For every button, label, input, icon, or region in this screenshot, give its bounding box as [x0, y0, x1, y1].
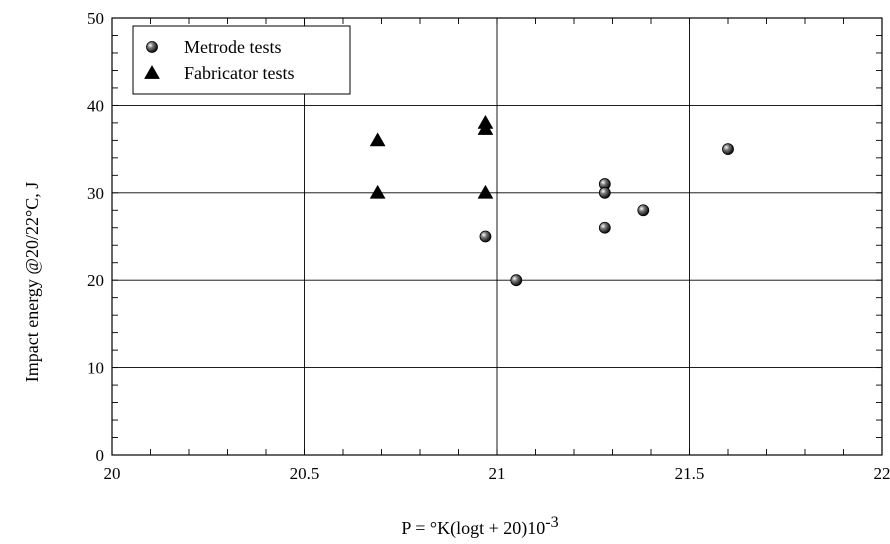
- legend-sphere: [146, 41, 158, 53]
- sphere-marker: [146, 41, 158, 53]
- x-tick-label: 21: [489, 464, 506, 483]
- legend-marker-fabricator-tests: [144, 64, 160, 79]
- metrode-test-point: [510, 274, 523, 287]
- y-tick-label: 20: [87, 271, 104, 290]
- x-axis-title-main: P = °K(logt + 20)10: [401, 518, 545, 539]
- sphere-marker: [510, 274, 523, 287]
- sphere-marker: [479, 230, 492, 243]
- y-tick-label: 40: [87, 96, 104, 115]
- x-tick-label: 21.5: [675, 464, 705, 483]
- fabricator-test-point: [477, 120, 494, 135]
- metrode-test-point: [479, 230, 492, 243]
- y-tick-label: 10: [87, 359, 104, 378]
- x-axis-title: P = °K(logt + 20)10-3: [401, 514, 558, 539]
- y-axis-title: Impact energy @20/22°C, J: [22, 182, 42, 382]
- legend-label-metrode-tests: Metrode tests: [184, 37, 281, 57]
- grid-lines: [112, 18, 882, 455]
- metrode-test-point: [598, 186, 611, 199]
- metrode-test-point: [598, 221, 611, 234]
- y-axis-tick-labels: 0 10 20 30 40 50: [87, 9, 104, 465]
- sphere-marker: [722, 143, 734, 156]
- sphere-marker: [598, 186, 611, 199]
- legend-box: [132, 25, 351, 95]
- x-tick-label: 22: [874, 464, 890, 483]
- y-tick-label: 0: [96, 446, 105, 465]
- y-tick-label: 50: [87, 9, 104, 28]
- fabricator-test-point: [369, 132, 386, 147]
- fabricator-test-point: [477, 184, 494, 199]
- x-tick-label: 20: [104, 464, 121, 483]
- y-tick-label: 30: [87, 184, 104, 203]
- legend-marker-metrode-tests: [146, 41, 158, 53]
- x-axis-title-exponent: -3: [545, 514, 558, 531]
- metrode-test-point: [637, 204, 650, 217]
- legend: Metrode tests Fabricator tests: [132, 25, 351, 95]
- metrode-test-point: [722, 143, 734, 156]
- x-tick-label: 20.5: [290, 464, 320, 483]
- legend-triangle: [144, 64, 160, 79]
- minor-ticks: [112, 18, 882, 455]
- plot-area-frame: [111, 17, 883, 456]
- data-points: [369, 114, 734, 287]
- legend-label-fabricator-tests: Fabricator tests: [184, 63, 294, 83]
- sphere-marker: [637, 204, 650, 217]
- fabricator-test-point: [369, 184, 386, 199]
- sphere-marker: [598, 221, 611, 234]
- x-axis-tick-labels: 20 20.5 21 21.5 22: [104, 464, 890, 483]
